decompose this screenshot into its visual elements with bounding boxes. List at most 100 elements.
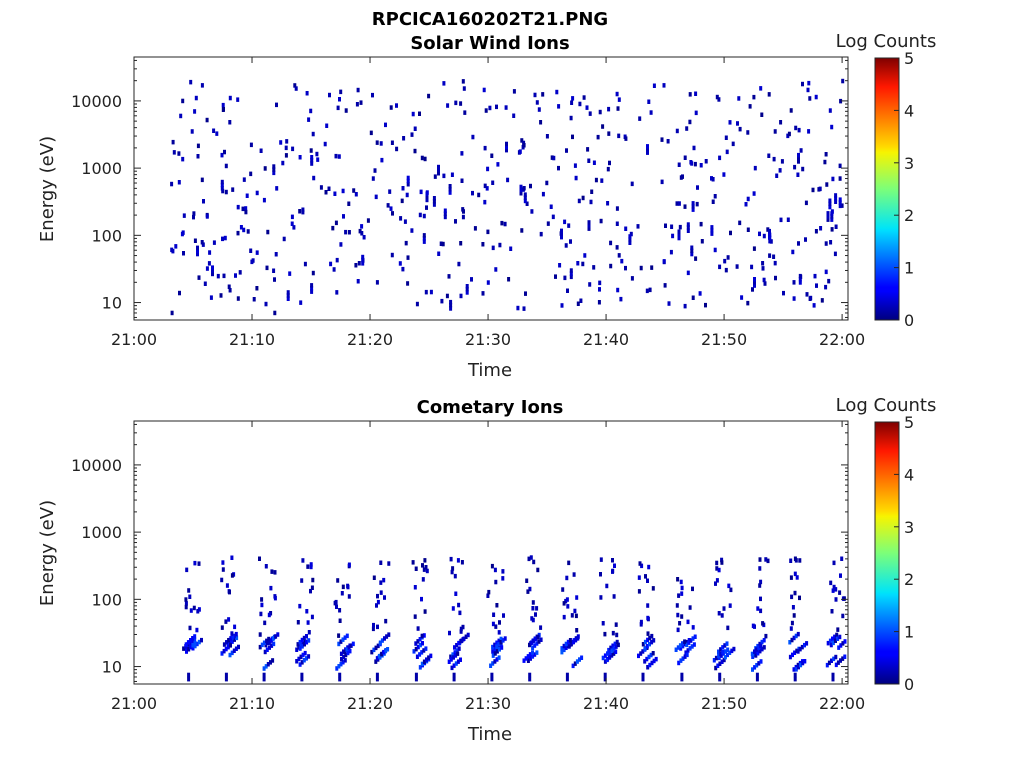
heatmap-cell: [557, 104, 561, 109]
heatmap-cell: [671, 233, 675, 239]
heatmap-cell: [768, 228, 771, 234]
heatmap-cell: [342, 214, 345, 219]
heatmap-cell: [601, 655, 605, 661]
heatmap-cell: [798, 280, 802, 285]
heatmap-cell: [824, 241, 828, 246]
heatmap-cell: [334, 599, 338, 605]
heatmap-cell: [300, 578, 304, 583]
heatmap-cell: [495, 603, 499, 608]
heatmap-cell: [806, 87, 810, 93]
heatmap-cell: [300, 676, 304, 682]
heatmap-cell: [180, 231, 184, 237]
heatmap-cell: [828, 638, 832, 644]
heatmap-cell: [532, 638, 536, 643]
heatmap-cell: [686, 228, 690, 233]
heatmap-cell: [615, 245, 619, 250]
heatmap-cell: [298, 662, 302, 667]
heatmap-cell: [522, 186, 526, 191]
heatmap-cell: [646, 150, 649, 155]
heatmap-cell: [686, 648, 690, 653]
heatmap-cell: [790, 637, 794, 643]
heatmap-cell: [535, 650, 539, 655]
heatmap-cell: [424, 646, 428, 651]
heatmap-cell: [286, 290, 290, 295]
heatmap-cell: [374, 645, 378, 651]
heatmap-cell: [255, 190, 259, 196]
heatmap-cell: [491, 245, 495, 251]
heatmap-cell: [184, 604, 188, 610]
heatmap-cell: [449, 302, 453, 308]
heatmap-cell: [449, 657, 453, 662]
heatmap-cell: [454, 591, 458, 596]
heatmap-cell: [755, 676, 759, 682]
heatmap-cell: [799, 662, 803, 668]
heatmap-cell: [560, 303, 564, 308]
heatmap-cell: [654, 656, 658, 662]
heatmap-cell: [628, 234, 632, 239]
heatmap-cell: [675, 201, 679, 206]
heatmap-cell: [457, 640, 461, 646]
heatmap-cell: [677, 162, 681, 167]
heatmap-cell: [252, 297, 256, 302]
heatmap-cell: [841, 613, 845, 619]
heatmap-cell: [263, 620, 267, 626]
heatmap-cell: [831, 176, 835, 182]
heatmap-cell: [282, 236, 286, 242]
heatmap-cell: [792, 667, 796, 672]
heatmap-cell: [429, 289, 433, 295]
heatmap-cell: [751, 623, 755, 629]
heatmap-cell: [260, 602, 264, 608]
heatmap-cell: [260, 642, 264, 648]
heatmap-cell: [563, 219, 567, 225]
heatmap-cell: [190, 129, 194, 134]
heatmap-cell: [296, 642, 300, 647]
heatmap-cell: [341, 188, 345, 194]
heatmap-cell: [225, 583, 229, 588]
heatmap-cell: [497, 642, 501, 647]
heatmap-cell: [221, 102, 225, 108]
heatmap-cell: [569, 115, 573, 121]
heatmap-cell: [539, 231, 543, 237]
heatmap-cell: [272, 167, 276, 172]
heatmap-cell: [564, 645, 568, 650]
heatmap-cell: [255, 250, 259, 255]
heatmap-cell: [793, 672, 797, 678]
heatmap-cell: [843, 654, 847, 659]
heatmap-cell: [660, 137, 664, 142]
heatmap-cell: [677, 660, 681, 666]
heatmap-cell: [680, 585, 684, 591]
heatmap-cell: [614, 644, 618, 649]
heatmap-cell: [294, 86, 298, 91]
heatmap-cell: [608, 650, 612, 656]
heatmap-cell: [286, 296, 290, 301]
solar-wind-xlabel: Time: [467, 360, 512, 381]
heatmap-cell: [648, 287, 652, 293]
heatmap-cell: [523, 192, 527, 197]
heatmap-cell: [491, 653, 495, 658]
heatmap-cell: [355, 102, 359, 107]
heatmap-cell: [792, 296, 796, 301]
heatmap-cell: [583, 253, 587, 258]
heatmap-cell: [715, 560, 719, 566]
heatmap-cell: [369, 130, 373, 136]
heatmap-cell: [233, 637, 236, 642]
heatmap-cell: [335, 257, 339, 263]
heatmap-cell: [446, 103, 450, 108]
heatmap-cell: [714, 581, 717, 586]
heatmap-cell: [391, 211, 394, 216]
heatmap-cell: [193, 643, 197, 649]
heatmap-cell: [346, 650, 350, 656]
heatmap-cell: [834, 654, 838, 660]
heatmap-cell: [533, 643, 537, 648]
heatmap-cell: [456, 659, 460, 664]
heatmap-cell: [224, 163, 228, 169]
heatmap-cell: [421, 577, 425, 582]
heatmap-cell: [839, 98, 843, 104]
heatmap-cell: [754, 653, 758, 658]
solar-wind-colorbar-ticks: 0 1 2 3 4 5: [894, 49, 914, 330]
heatmap-cell: [713, 194, 717, 199]
heatmap-cell: [804, 237, 807, 242]
heatmap-cell: [728, 603, 732, 608]
heatmap-cell: [718, 155, 722, 161]
heatmap-cell: [236, 230, 240, 236]
